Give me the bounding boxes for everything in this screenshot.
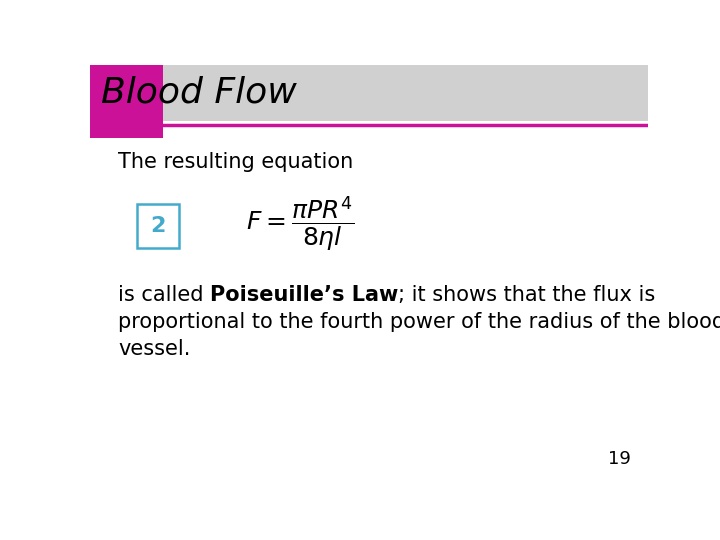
Bar	[90, 65, 163, 138]
FancyBboxPatch shape	[138, 204, 179, 248]
Text: proportional to the fourth power of the radius of the blood: proportional to the fourth power of the …	[118, 312, 720, 332]
Text: Blood Flow: Blood Flow	[101, 76, 297, 110]
Text: 19: 19	[608, 450, 631, 468]
Text: ; it shows that the flux is: ; it shows that the flux is	[398, 285, 655, 305]
Text: $F = \dfrac{\pi P R^4}{8\eta l}$: $F = \dfrac{\pi P R^4}{8\eta l}$	[246, 195, 354, 254]
Bar	[90, 65, 648, 121]
Text: The resulting equation: The resulting equation	[118, 152, 353, 172]
Text: Poiseuille’s Law: Poiseuille’s Law	[210, 285, 398, 305]
Text: is called: is called	[118, 285, 210, 305]
Text: vessel.: vessel.	[118, 339, 190, 359]
Text: 2: 2	[150, 216, 166, 236]
